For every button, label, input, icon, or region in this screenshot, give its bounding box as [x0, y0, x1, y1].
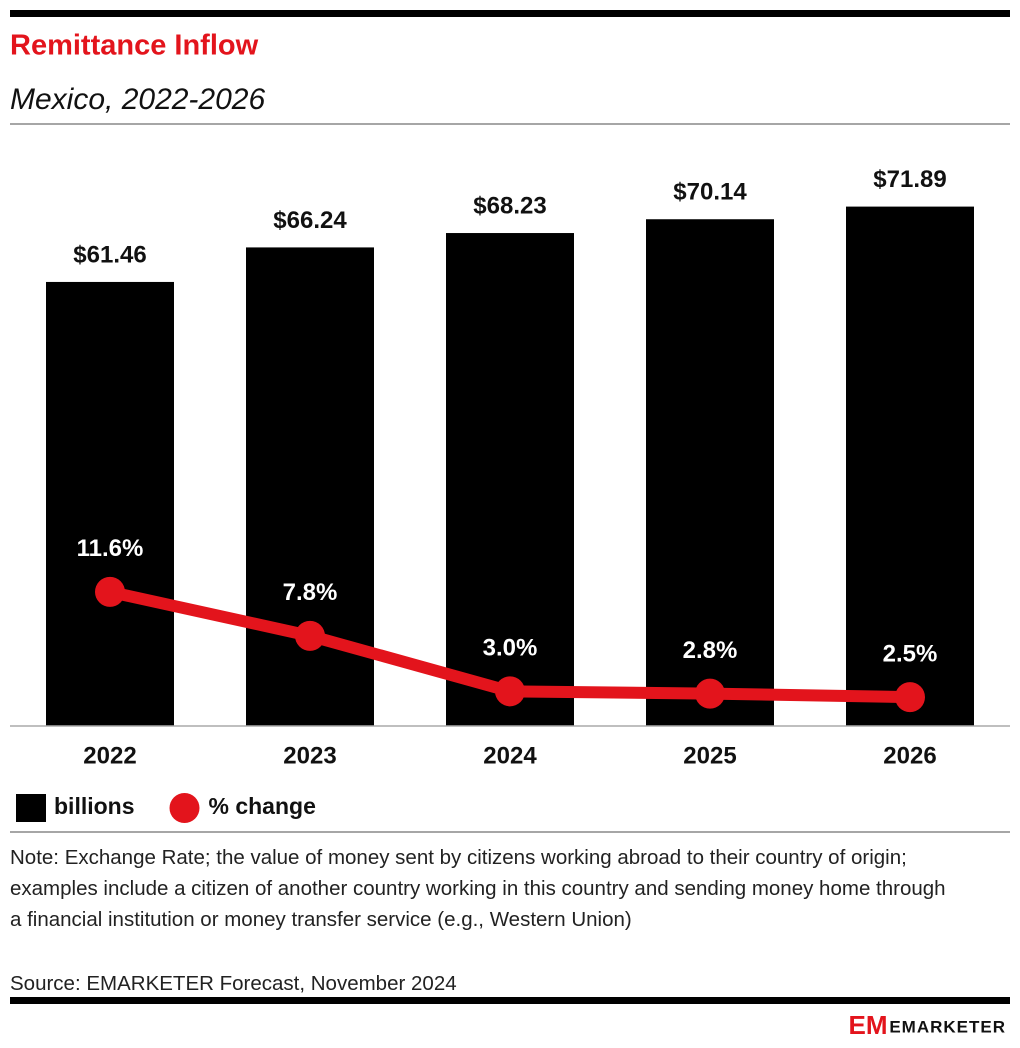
x-tick-label: 2023 [283, 742, 336, 769]
line-value-label: 11.6% [77, 535, 144, 562]
chart-title: Remittance Inflow [10, 30, 259, 62]
x-tick-label: 2025 [683, 742, 736, 769]
bar [46, 281, 174, 726]
bar-value-label: $70.14 [673, 179, 747, 206]
brand-mark: EM [849, 1010, 888, 1040]
bar [446, 233, 574, 726]
x-tick-label: 2022 [83, 742, 136, 769]
line-point [895, 682, 925, 713]
bar [846, 206, 974, 727]
line-value-label: 3.0% [483, 635, 538, 662]
legend-swatch [16, 794, 46, 822]
bar-value-label: $61.46 [73, 241, 146, 268]
note: Note: Exchange Rate; the value of money … [10, 846, 946, 931]
brand: EMARKETER [889, 1017, 1006, 1036]
line-point [495, 676, 525, 707]
line-point [95, 576, 125, 607]
legend-label: % change [209, 793, 316, 819]
line-value-label: 7.8% [283, 579, 338, 606]
line-value-label: 2.5% [883, 640, 938, 667]
bar-value-label: $68.23 [473, 192, 546, 219]
chart-subtitle: Mexico, 2022-2026 [10, 83, 265, 116]
x-tick-label: 2026 [883, 742, 936, 769]
line-point [295, 620, 325, 651]
source: Source: EMARKETER Forecast, November 202… [10, 972, 457, 995]
legend-swatch [169, 793, 200, 823]
bar [646, 219, 774, 726]
bar-value-label: $71.89 [873, 166, 946, 193]
top-rule [10, 10, 1010, 17]
bottom-rule [10, 997, 1010, 1004]
line-value-label: 2.8% [683, 637, 738, 664]
x-tick-label: 2024 [483, 742, 537, 769]
line-point [695, 678, 725, 709]
legend-label: billions [54, 793, 135, 819]
bar-value-label: $66.24 [273, 207, 347, 234]
